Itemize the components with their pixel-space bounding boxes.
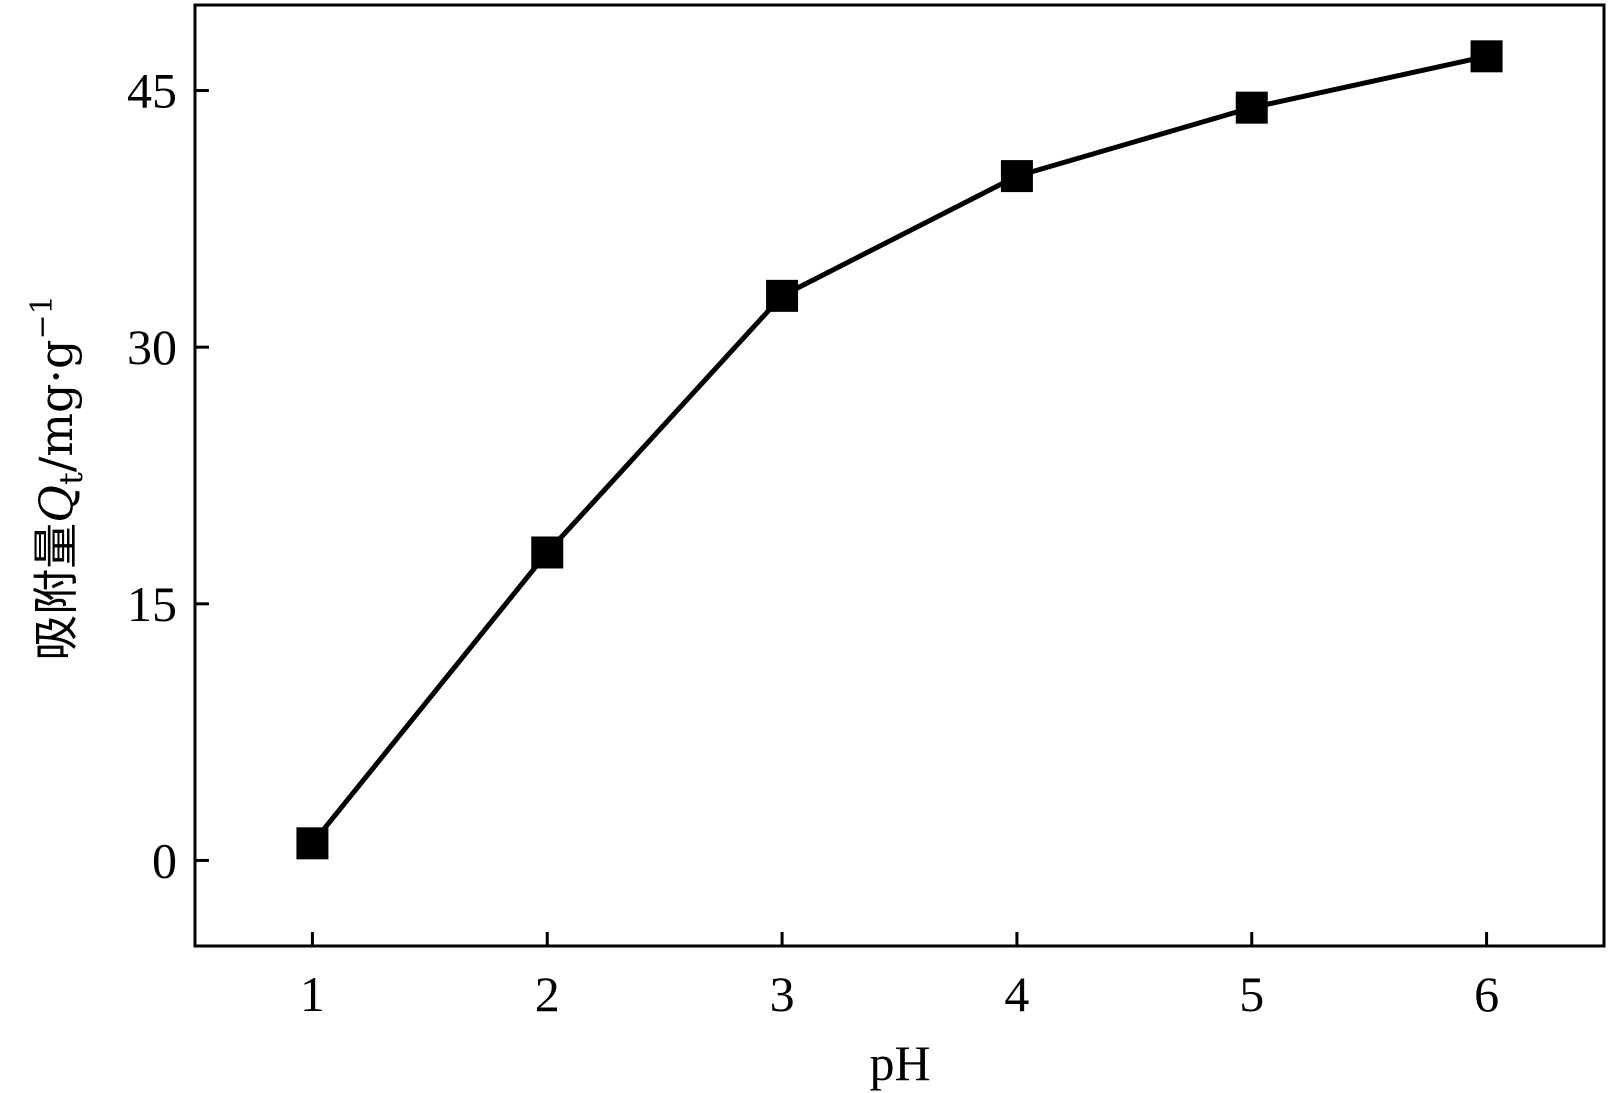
y-axis-label: 吸附量Qt/mg·g−1 (25, 295, 90, 660)
data-point-marker (296, 827, 329, 860)
x-tick-label: 5 (1239, 966, 1264, 1022)
y-axis-label-prefix: 吸附量 (29, 523, 83, 661)
x-tick-label: 1 (300, 966, 325, 1022)
y-ticks: 0 15 30 45 (127, 63, 209, 888)
svg-text:吸附量Qt/mg·g−1: 吸附量Qt/mg·g−1 (25, 295, 90, 660)
x-tick-label: 2 (535, 966, 560, 1022)
data-point-marker (1470, 40, 1503, 73)
data-point-marker (531, 536, 564, 569)
plot-frame (193, 3, 1606, 948)
x-ticks: 1 2 3 4 5 6 (300, 932, 1499, 1022)
y-axis-label-symbol: Q (29, 485, 83, 523)
y-tick-label: 30 (127, 319, 177, 375)
data-point-marker (1235, 91, 1268, 124)
data-point-marker (766, 279, 799, 312)
x-tick-label: 6 (1474, 966, 1499, 1022)
y-tick-label: 0 (152, 832, 177, 888)
data-series (296, 40, 1503, 860)
y-axis-label-subscript: t (52, 472, 90, 485)
series-line (310, 53, 1488, 845)
y-tick-label: 15 (127, 576, 177, 632)
x-tick-label: 4 (1004, 966, 1029, 1022)
y-tick-label: 45 (127, 63, 177, 119)
x-tick-label: 3 (770, 966, 795, 1022)
x-axis-label: pH (869, 1035, 930, 1091)
y-axis-label-unit: /mg·g (29, 340, 83, 473)
data-point-marker (1000, 160, 1033, 193)
y-axis-label-superscript: −1 (25, 295, 60, 339)
